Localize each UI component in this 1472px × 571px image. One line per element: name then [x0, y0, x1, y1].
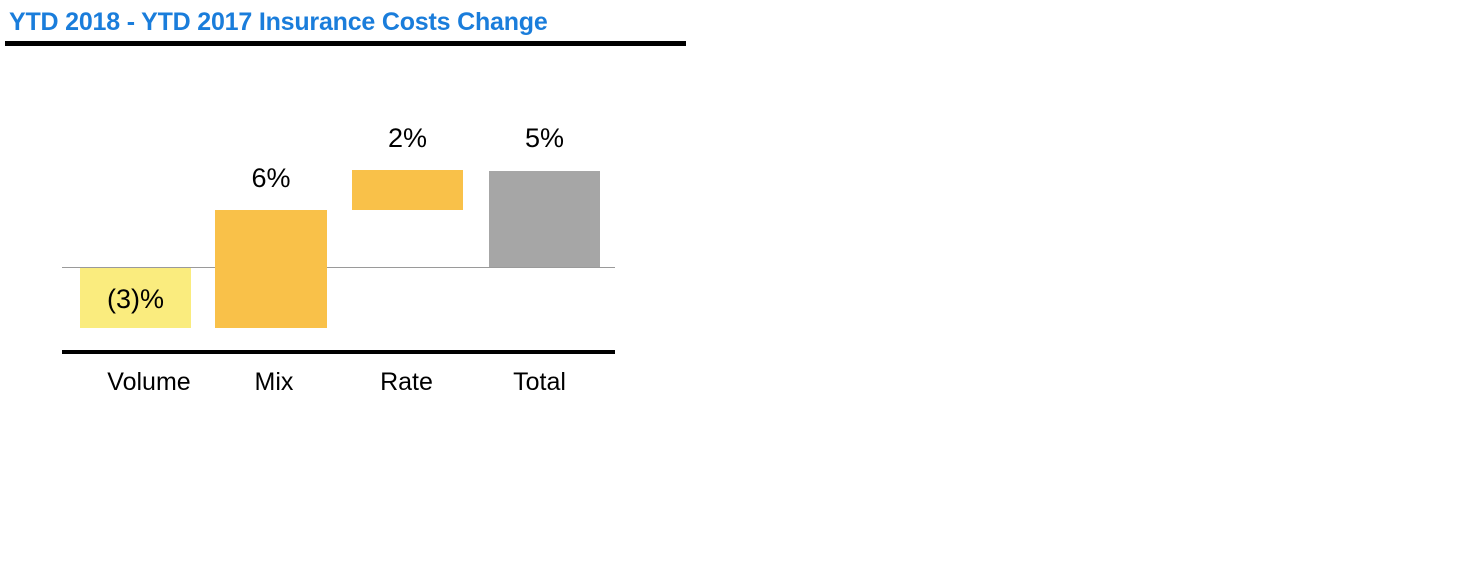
category-label-volume: Volume — [107, 368, 191, 396]
category-axis-labels: Volume Mix Rate Total — [62, 370, 615, 410]
bar-volume — [80, 268, 191, 328]
bar-total — [489, 171, 600, 267]
commentary-panel: YTD 2018 - YTD 2017 Commentary In the ni… — [770, 0, 1472, 571]
left-panel-title: YTD 2018 - YTD 2017 Insurance Costs Chan… — [9, 8, 548, 36]
bar-mix — [215, 210, 327, 328]
category-label-rate: Rate — [380, 368, 433, 396]
zero-baseline — [62, 267, 615, 268]
bar-label-total: 5% — [524, 123, 565, 153]
bar-label-rate: 2% — [387, 123, 428, 153]
waterfall-chart: (3)% 6% 2% 5% Volume Mix Rate Total — [0, 60, 700, 420]
bar-label-mix: 6% — [251, 163, 291, 193]
category-label-total: Total — [513, 368, 566, 396]
bar-label-volume: (3)% — [106, 284, 164, 314]
category-label-mix: Mix — [254, 368, 294, 396]
left-title-underline — [5, 41, 686, 46]
insurance-costs-change-panel: YTD 2018 - YTD 2017 Insurance Costs Chan… — [0, 0, 700, 571]
bar-rate — [352, 170, 463, 210]
x-axis-line — [62, 350, 615, 354]
chart-plot-area: (3)% 6% 2% 5% Volume Mix Rate Total — [0, 60, 700, 395]
